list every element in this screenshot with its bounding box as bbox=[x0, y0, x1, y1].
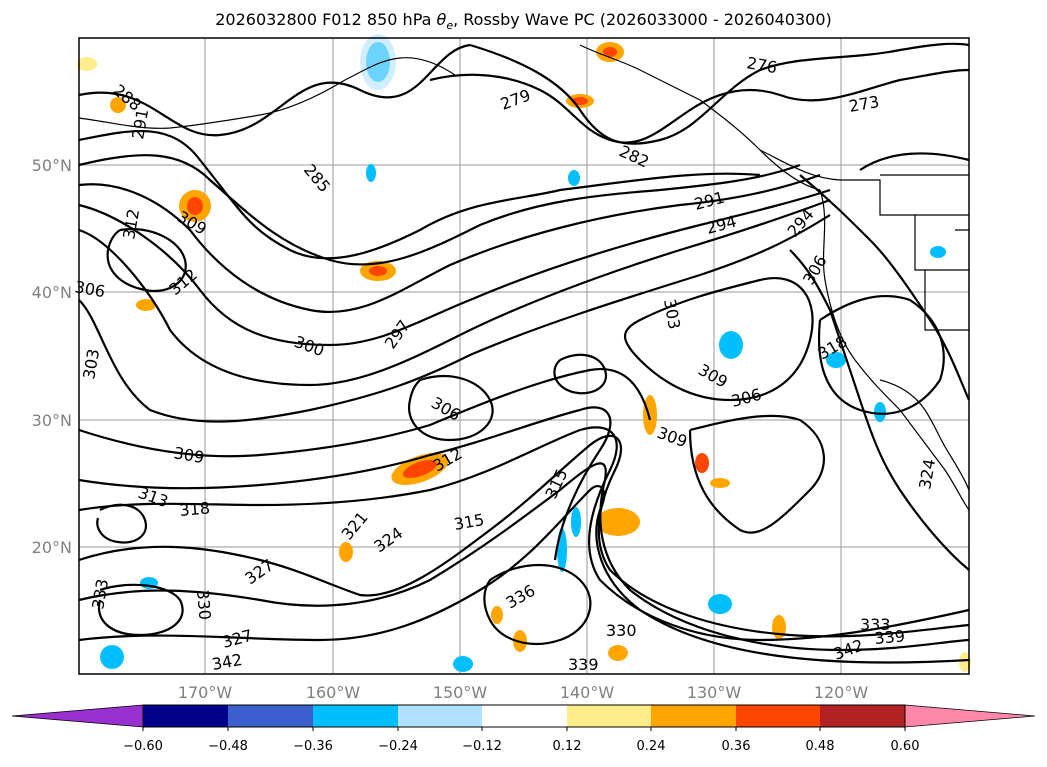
colorbar-tick-label: 0.12 bbox=[553, 739, 582, 754]
colorbar-tick-label: −0.12 bbox=[462, 739, 502, 754]
colorbar-tick-label: −0.24 bbox=[378, 739, 418, 754]
colorbar-tick-label: 0.60 bbox=[891, 739, 920, 754]
lon-tick-label: 130°W bbox=[687, 683, 742, 702]
colorbar-tick-label: −0.36 bbox=[293, 739, 333, 754]
lat-tick-label: 40°N bbox=[32, 283, 72, 302]
colorbar-segment bbox=[313, 705, 398, 727]
colorbar-segment bbox=[228, 705, 313, 727]
contour-label: 330 bbox=[193, 589, 215, 621]
anomaly-shading bbox=[77, 34, 971, 672]
map-border bbox=[78, 37, 970, 675]
theta-e-contours bbox=[78, 42, 971, 664]
colorbar-tick-label: −0.48 bbox=[208, 739, 248, 754]
contour-label: 333 bbox=[860, 615, 891, 634]
colorbar-segment bbox=[482, 705, 567, 727]
map-panel bbox=[77, 34, 971, 675]
lon-tick-label: 120°W bbox=[814, 683, 869, 702]
map-title: 2026032800 F012 850 hPa θe, Rossby Wave … bbox=[215, 10, 832, 33]
lat-tick-label: 50°N bbox=[32, 156, 72, 175]
contour-label: 330 bbox=[606, 621, 637, 640]
colorbar-segment bbox=[736, 705, 820, 727]
colorbar-tick-label: 0.36 bbox=[722, 739, 751, 754]
colorbar-tick-label: −0.60 bbox=[123, 739, 163, 754]
colorbar-segment bbox=[651, 705, 736, 727]
colorbar-segment bbox=[398, 705, 482, 727]
contour-label: 318 bbox=[179, 498, 211, 520]
colorbar-under-extend bbox=[11, 704, 144, 728]
lat-tick-label: 30°N bbox=[32, 411, 72, 430]
contour-label: 339 bbox=[874, 626, 906, 648]
colorbar-segment bbox=[567, 705, 651, 727]
coastlines bbox=[78, 44, 970, 511]
contour-label: 339 bbox=[568, 655, 599, 674]
lon-tick-label: 160°W bbox=[306, 683, 361, 702]
latitude-labels: 50°N 40°N 30°N 20°N bbox=[32, 156, 72, 557]
lon-tick-label: 140°W bbox=[560, 683, 615, 702]
colorbar-tick-label: 0.48 bbox=[806, 739, 835, 754]
colorbar: −0.60 −0.48 −0.36 −0.24 −0.12 0.12 0.24 … bbox=[11, 704, 1036, 754]
colorbar-segment bbox=[143, 705, 228, 727]
lat-tick-label: 20°N bbox=[32, 538, 72, 557]
longitude-labels: 170°W 160°W 150°W 140°W 130°W 120°W bbox=[178, 683, 869, 702]
lon-tick-label: 170°W bbox=[178, 683, 233, 702]
colorbar-over-extend bbox=[904, 704, 1036, 728]
colorbar-tick-label: 0.24 bbox=[637, 739, 666, 754]
lon-tick-label: 150°W bbox=[433, 683, 488, 702]
colorbar-segment bbox=[820, 705, 905, 727]
